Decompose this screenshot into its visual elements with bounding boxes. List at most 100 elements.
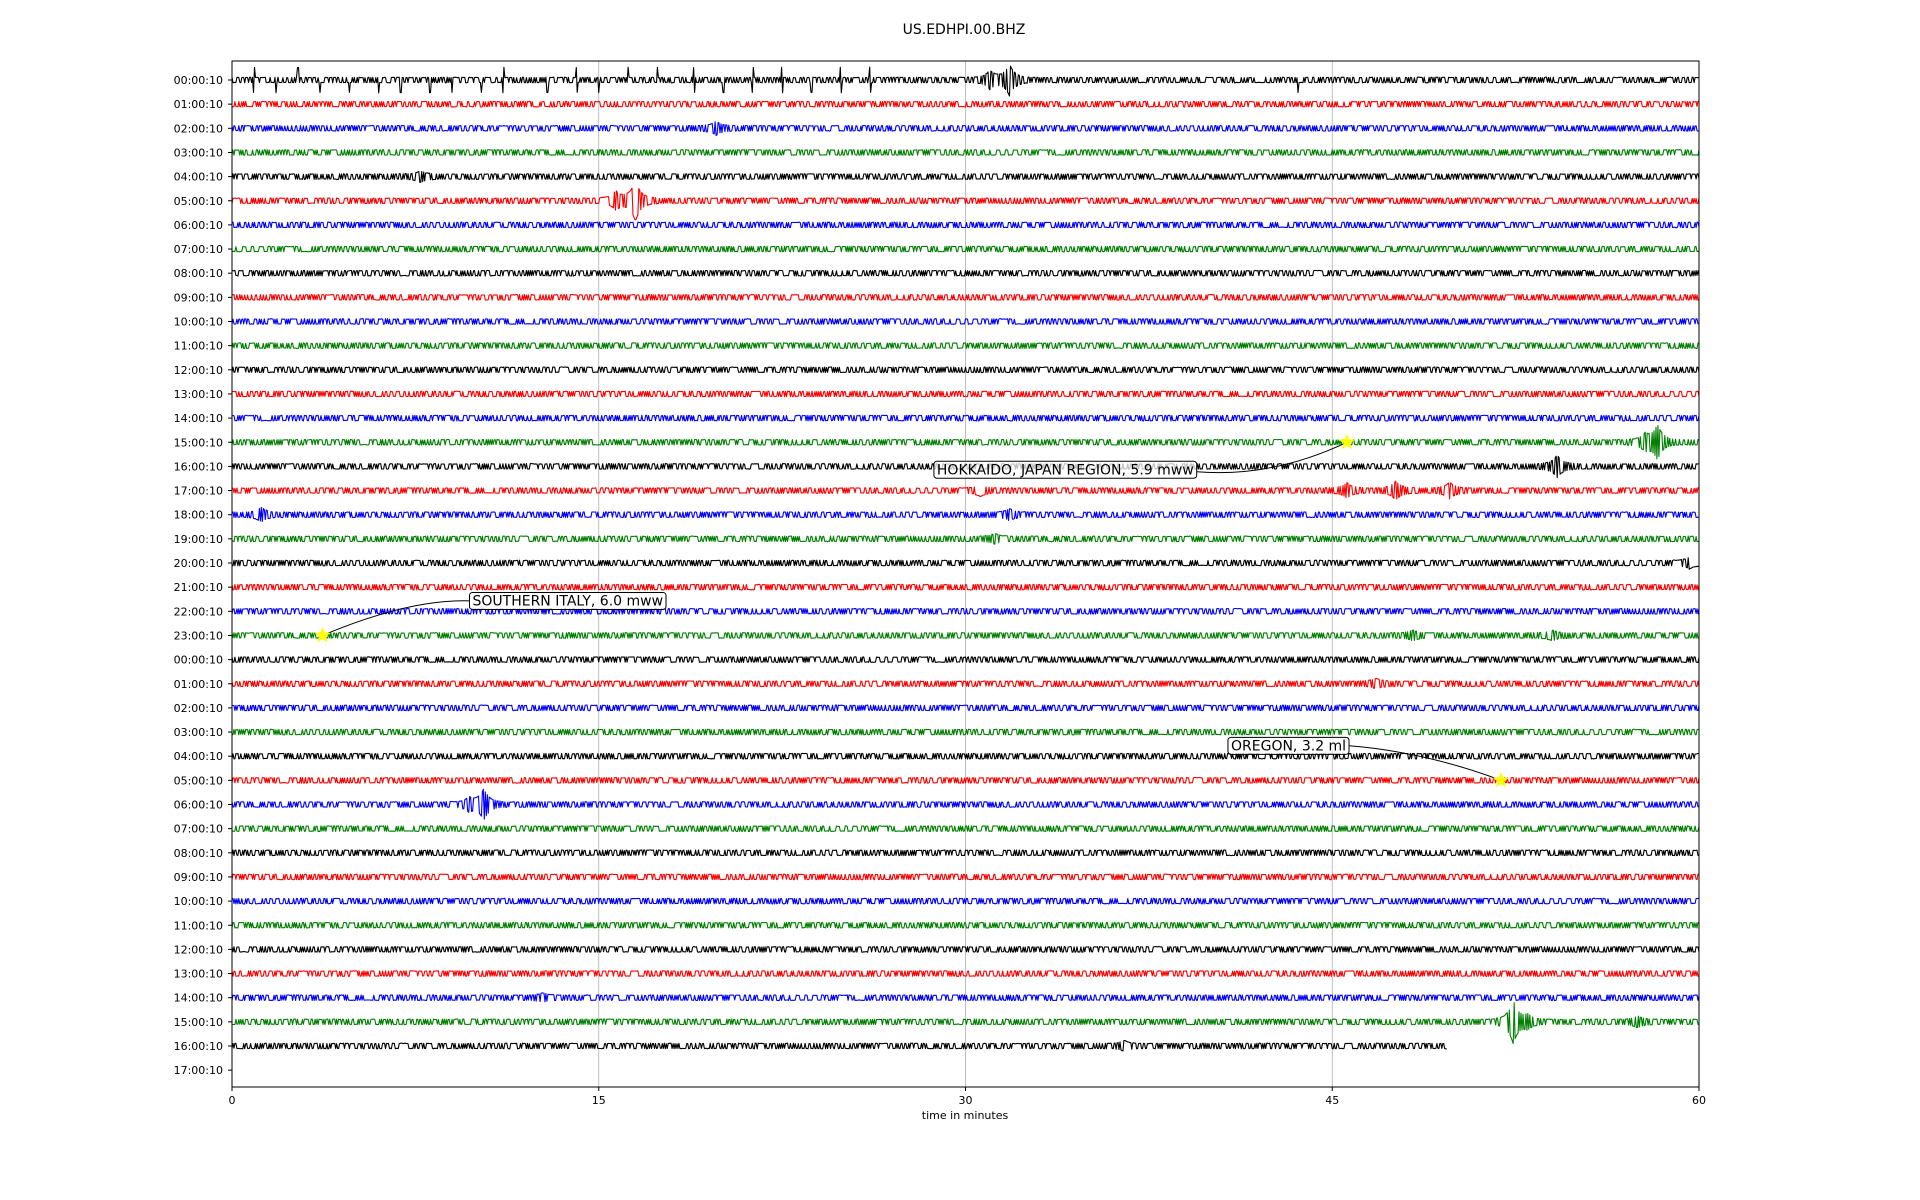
y-tick-label: 19:00:10 xyxy=(174,533,223,546)
seismic-trace xyxy=(231,992,1700,1003)
y-tick-label: 00:00:10 xyxy=(174,654,223,667)
y-tick-label: 02:00:10 xyxy=(174,122,223,135)
y-tick-label: 16:00:10 xyxy=(174,460,223,473)
seismic-trace xyxy=(231,583,1700,591)
y-tick-label: 10:00:10 xyxy=(174,316,223,329)
x-tick-label: 0 xyxy=(229,1094,236,1107)
x-tick-label: 15 xyxy=(592,1094,606,1107)
event-label-box xyxy=(933,460,1198,479)
event-star xyxy=(314,626,331,643)
seismic-trace xyxy=(231,221,1700,229)
y-tick-label: 20:00:10 xyxy=(174,557,223,570)
seismic-trace xyxy=(231,677,1700,689)
seismic-trace xyxy=(231,121,1700,137)
seismic-trace xyxy=(231,788,1700,820)
seismic-trace xyxy=(231,149,1700,156)
seismic-trace xyxy=(231,728,1699,736)
y-tick-label: 15:00:10 xyxy=(174,1016,223,1029)
y-tick-label: 12:00:10 xyxy=(174,943,223,956)
event-connector xyxy=(1348,745,1502,781)
seismic-trace xyxy=(231,557,1700,570)
y-tick-label: 21:00:10 xyxy=(174,581,223,594)
seismic-trace xyxy=(231,777,1700,784)
y-tick-label: 04:00:10 xyxy=(174,171,223,184)
y-tick-label: 09:00:10 xyxy=(174,871,223,884)
seismic-trace xyxy=(231,390,1700,398)
seismic-trace xyxy=(231,342,1699,349)
seismic-traces xyxy=(231,65,1700,1052)
chart-title: US.EDHPI.00.BHZ xyxy=(903,22,1026,38)
y-tick-label: 01:00:10 xyxy=(174,678,223,691)
y-tick-label: 17:00:10 xyxy=(174,485,223,498)
seismic-trace xyxy=(231,825,1700,832)
y-tick-label: 06:00:10 xyxy=(174,799,223,812)
y-tick-label: 18:00:10 xyxy=(174,509,223,522)
seismic-trace xyxy=(231,65,1700,97)
y-tick-label: 12:00:10 xyxy=(174,364,223,377)
seismic-trace xyxy=(231,506,1700,523)
y-tick-label: 07:00:10 xyxy=(174,243,223,256)
y-tick-label: 09:00:10 xyxy=(174,291,223,304)
event-annotation: OREGON, 3.2 ml xyxy=(1227,736,1510,788)
event-connector xyxy=(322,600,470,636)
seismic-trace xyxy=(231,921,1700,929)
plot-frame xyxy=(231,60,1700,1088)
y-tick-label: 13:00:10 xyxy=(174,968,223,981)
seismic-trace xyxy=(231,607,1700,615)
y-tick-label: 11:00:10 xyxy=(174,919,223,932)
seismic-trace xyxy=(231,480,1700,500)
y-tick-label: 07:00:10 xyxy=(174,823,223,836)
y-tick-label: 22:00:10 xyxy=(174,605,223,618)
seismic-trace xyxy=(231,970,1700,977)
seismic-trace xyxy=(231,269,1700,277)
seismic-trace xyxy=(231,897,1700,905)
y-tick-label: 01:00:10 xyxy=(174,98,223,111)
y-tick-label: 17:00:10 xyxy=(174,1064,223,1077)
x-axis-ticks: 0 15 30 45 60 xyxy=(229,1087,1706,1107)
event-annotation: SOUTHERN ITALY, 6.0 mww xyxy=(314,591,667,643)
event-connector xyxy=(1196,441,1348,474)
y-tick-label: 10:00:10 xyxy=(174,895,223,908)
y-tick-label: 04:00:10 xyxy=(174,750,223,763)
seismic-trace xyxy=(231,245,1700,253)
event-label: OREGON, 3.2 ml xyxy=(1231,738,1346,754)
y-tick-label: 14:00:10 xyxy=(174,412,223,425)
seismic-trace xyxy=(231,425,1700,460)
seismic-trace xyxy=(231,1002,1700,1045)
y-tick-label: 15:00:10 xyxy=(174,436,223,449)
y-tick-label: 23:00:10 xyxy=(174,629,223,642)
y-tick-label: 02:00:10 xyxy=(174,702,223,715)
x-tick-label: 60 xyxy=(1692,1094,1706,1107)
seismic-trace xyxy=(232,533,1700,545)
seismic-trace xyxy=(231,318,1699,325)
seismic-trace xyxy=(231,1039,1447,1052)
y-tick-label: 05:00:10 xyxy=(174,774,223,787)
seismic-trace xyxy=(231,294,1700,301)
y-tick-label: 13:00:10 xyxy=(174,388,223,401)
y-tick-label: 08:00:10 xyxy=(174,847,223,860)
x-tick-label: 45 xyxy=(1325,1094,1339,1107)
seismic-trace xyxy=(231,873,1699,881)
y-tick-label: 00:00:10 xyxy=(174,74,223,87)
y-axis-ticks: 00:00:10 01:00:10 02:00:10 03:00:10 04:00:10… xyxy=(174,74,232,1077)
y-tick-label: 14:00:10 xyxy=(174,992,223,1005)
seismic-trace xyxy=(231,849,1700,857)
y-tick-label: 08:00:10 xyxy=(174,267,223,280)
x-axis-label: time in minutes xyxy=(922,1109,1009,1122)
x-gridlines xyxy=(598,61,1333,1087)
event-star xyxy=(1492,771,1510,788)
seismic-trace xyxy=(231,187,1700,221)
seismic-trace xyxy=(231,366,1700,374)
seismic-trace xyxy=(231,414,1700,422)
y-tick-label: 03:00:10 xyxy=(174,726,223,739)
seismic-trace xyxy=(231,170,1700,183)
y-tick-label: 05:00:10 xyxy=(174,195,223,208)
x-tick-label: 30 xyxy=(959,1094,973,1107)
y-tick-label: 11:00:10 xyxy=(174,340,223,353)
y-tick-label: 06:00:10 xyxy=(174,219,223,232)
event-annotation: HOKKAIDO, JAPAN REGION, 5.9 mww xyxy=(933,433,1356,479)
seismic-trace xyxy=(231,656,1700,663)
seismic-trace xyxy=(231,704,1700,712)
seismic-trace xyxy=(231,752,1700,760)
